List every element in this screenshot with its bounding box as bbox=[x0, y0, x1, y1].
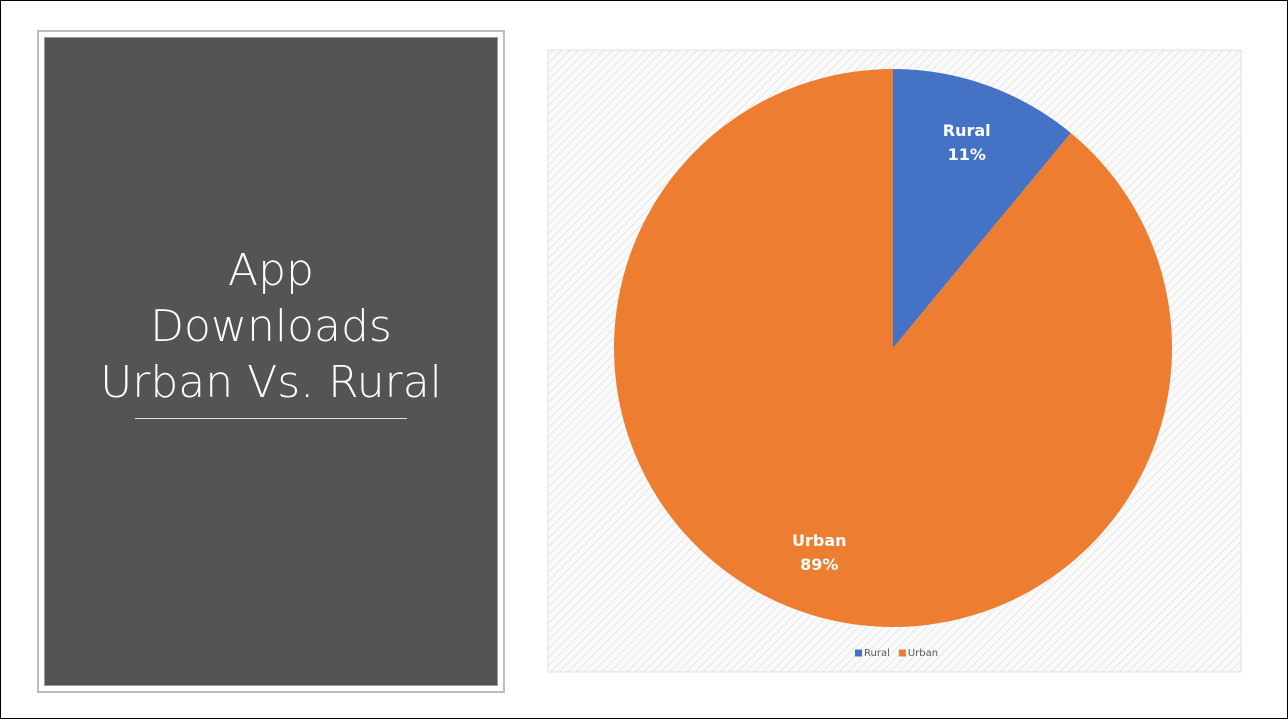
legend-swatch bbox=[898, 649, 906, 657]
data-label: Rural 11% bbox=[943, 121, 991, 164]
data-label-category: Rural bbox=[943, 121, 991, 140]
data-label-value: 89% bbox=[800, 554, 838, 573]
title-line: Urban Vs. Rural bbox=[100, 357, 442, 408]
data-label-value: 11% bbox=[948, 145, 986, 164]
data-label: Urban 89% bbox=[792, 530, 847, 573]
title-line: Downloads bbox=[150, 301, 392, 352]
title-panel: App Downloads Urban Vs. Rural bbox=[44, 37, 498, 686]
pie-slice bbox=[614, 69, 1172, 627]
data-label-category: Urban bbox=[792, 530, 847, 549]
pie-slice bbox=[893, 69, 1071, 348]
title-rule bbox=[135, 418, 407, 419]
slide-title: App Downloads Urban Vs. Rural bbox=[45, 243, 497, 411]
legend-swatch bbox=[855, 649, 862, 657]
title-line: App bbox=[228, 245, 314, 296]
legend-label: Rural bbox=[864, 648, 890, 659]
title-panel-frame: App Downloads Urban Vs. Rural bbox=[37, 30, 505, 693]
legend-label: Urban bbox=[908, 648, 938, 659]
